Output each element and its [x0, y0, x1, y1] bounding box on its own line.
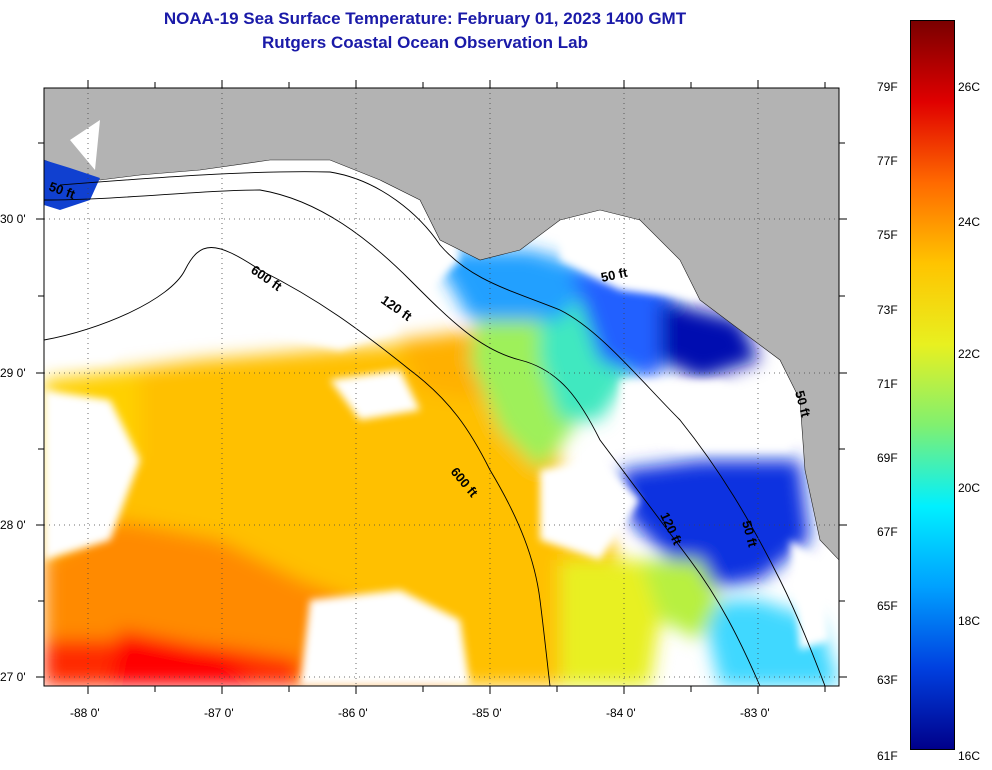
colorbar-f-label: 61F	[877, 749, 898, 763]
colorbar-f-label: 77F	[877, 154, 898, 168]
colorbar-f-label: 65F	[877, 599, 898, 613]
colorbar-c-label: 16C	[958, 749, 981, 763]
colorbar-c-label: 26C	[958, 80, 981, 94]
colorbar-c-label: 18C	[958, 614, 981, 628]
lat-label: 27 0'	[0, 670, 26, 684]
colorbar-f-label: 67F	[877, 525, 898, 539]
lon-label: -85 0'	[472, 706, 502, 720]
lon-label: -83 0'	[740, 706, 770, 720]
contour-label: 50 ft	[739, 519, 761, 549]
contour-label: 50 ft	[600, 265, 630, 285]
lat-label: 28 0'	[0, 518, 26, 532]
contour-label: 50 ft	[792, 389, 814, 419]
colorbar-f-label: 63F	[877, 673, 898, 687]
colorbar-f-label: 73F	[877, 303, 898, 317]
map-frame	[43, 87, 840, 687]
colorbar-c-label: 22C	[958, 347, 981, 361]
colorbar-f-label: 75F	[877, 228, 898, 242]
land	[44, 88, 839, 561]
lon-label: -88 0'	[70, 706, 100, 720]
colorbar-c-label: 24C	[958, 215, 981, 229]
chart-subtitle: Rutgers Coastal Ocean Observation Lab	[262, 33, 588, 52]
colorbar-f-label: 79F	[877, 80, 898, 94]
lat-label: 30 0'	[0, 212, 26, 226]
depth-contours	[44, 171, 826, 686]
chart-title: NOAA-19 Sea Surface Temperature: Februar…	[163, 9, 687, 28]
lon-label: -86 0'	[338, 706, 368, 720]
colorbar-f-label: 71F	[877, 377, 898, 391]
colorbar-f-label: 69F	[877, 451, 898, 465]
lat-label: 29 0'	[0, 366, 26, 380]
axis-ticks	[36, 80, 847, 694]
colorbar-c-label: 20C	[958, 481, 981, 495]
lon-label: -84 0'	[606, 706, 636, 720]
lon-label: -87 0'	[204, 706, 234, 720]
colorbar	[910, 20, 955, 750]
